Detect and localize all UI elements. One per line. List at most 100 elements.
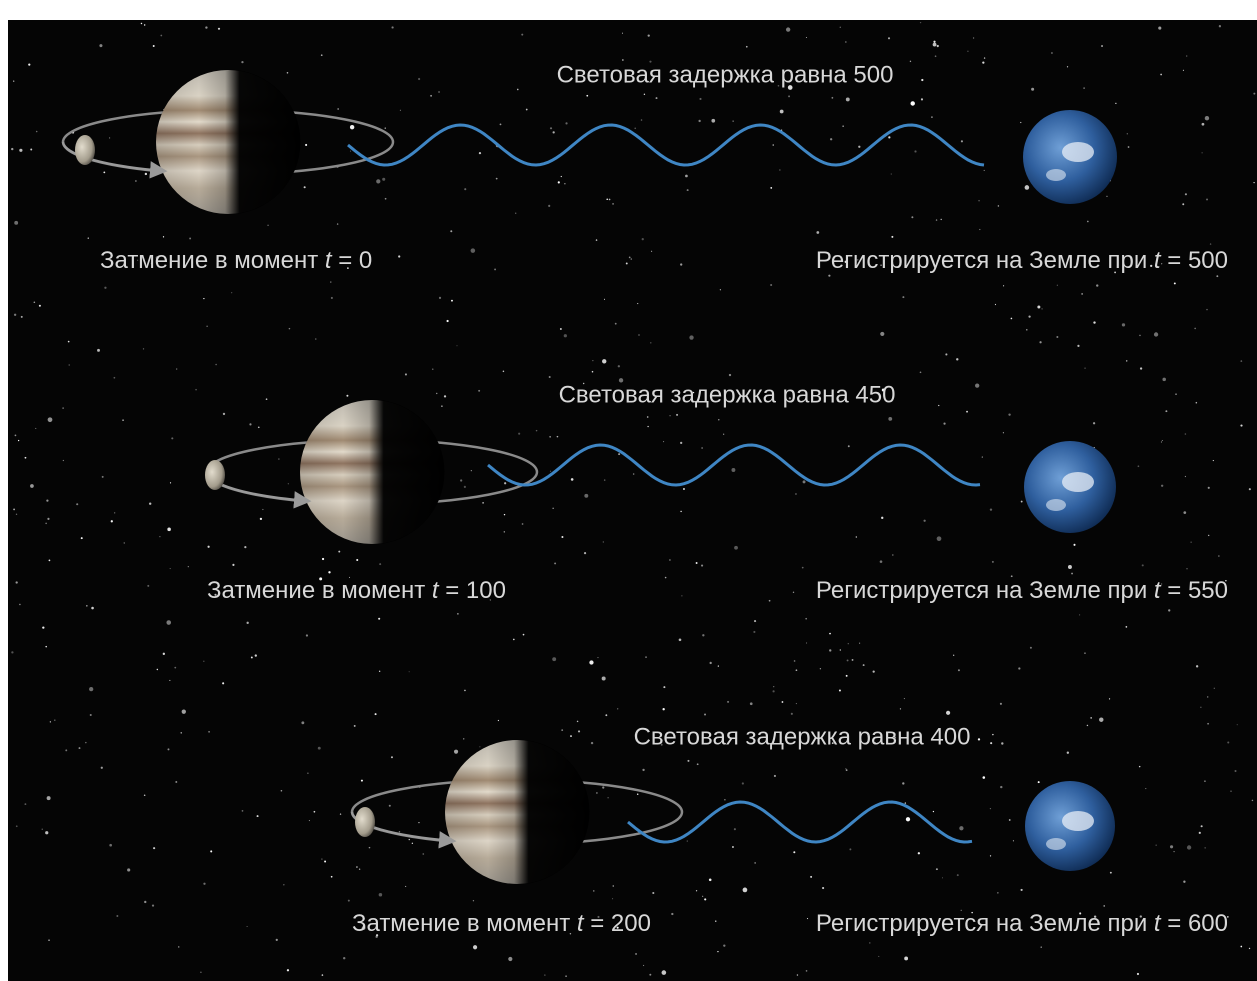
star	[48, 417, 53, 422]
star	[159, 536, 160, 537]
star	[596, 792, 597, 793]
star	[330, 281, 331, 282]
star	[206, 326, 207, 327]
registered-label-prefix: Регистрируется на Земле при	[816, 577, 1147, 604]
star	[409, 839, 410, 840]
star	[1183, 881, 1185, 883]
star	[251, 657, 253, 659]
star	[641, 119, 643, 121]
star	[1138, 465, 1140, 467]
star	[247, 926, 248, 927]
star	[1162, 440, 1163, 441]
star	[1073, 544, 1075, 546]
star	[1003, 285, 1004, 286]
star	[564, 183, 565, 184]
star	[978, 200, 980, 202]
star	[550, 471, 551, 472]
star	[1084, 653, 1085, 654]
star	[891, 174, 892, 175]
star	[418, 78, 420, 80]
star	[848, 445, 850, 447]
star	[14, 221, 18, 225]
star	[720, 289, 721, 290]
star	[642, 769, 644, 771]
star	[604, 299, 605, 300]
star	[124, 542, 125, 543]
star	[378, 618, 380, 620]
star	[114, 512, 115, 513]
star	[287, 969, 289, 971]
star	[943, 423, 945, 425]
star	[1216, 275, 1218, 277]
star	[42, 626, 44, 628]
star	[617, 708, 618, 709]
star	[773, 686, 774, 687]
star	[615, 323, 617, 325]
star	[905, 802, 906, 803]
star	[1249, 488, 1251, 490]
star	[340, 813, 341, 814]
star	[828, 275, 830, 277]
star	[244, 546, 246, 548]
star	[203, 883, 205, 885]
star	[99, 44, 102, 47]
star	[1207, 723, 1209, 725]
eclipse-label-variable: t	[325, 247, 333, 274]
star	[612, 898, 613, 899]
star	[589, 660, 593, 664]
star	[1154, 332, 1158, 336]
star	[734, 828, 736, 830]
star	[1109, 698, 1110, 699]
star	[104, 287, 106, 289]
star	[696, 890, 697, 891]
star	[149, 503, 151, 505]
star	[718, 419, 719, 420]
star	[561, 536, 563, 538]
star	[630, 258, 632, 260]
star	[400, 110, 401, 111]
star	[558, 181, 560, 183]
star	[842, 125, 843, 126]
star	[1145, 788, 1146, 789]
star	[418, 822, 419, 823]
star	[936, 868, 938, 870]
delay-label: Световая задержка равна 500	[557, 61, 894, 88]
star	[1170, 845, 1173, 848]
star	[729, 374, 731, 376]
star	[920, 22, 921, 23]
star	[111, 520, 113, 522]
star	[454, 750, 458, 754]
star	[1025, 185, 1030, 190]
star	[920, 371, 922, 373]
star	[727, 701, 729, 703]
star	[62, 407, 63, 408]
star	[405, 373, 407, 375]
star	[1099, 718, 1103, 722]
star	[1139, 335, 1141, 337]
star	[188, 566, 189, 567]
star	[807, 918, 808, 919]
star	[409, 671, 410, 672]
star	[829, 633, 831, 635]
registered-label-variable: t	[1154, 910, 1162, 937]
star	[1208, 535, 1209, 536]
star	[522, 523, 524, 525]
star	[914, 150, 916, 152]
registered-label-value: = 600	[1167, 910, 1228, 937]
star	[704, 714, 706, 716]
star	[648, 34, 650, 36]
star	[11, 651, 13, 653]
star	[47, 518, 49, 520]
star	[584, 494, 588, 498]
registered-label-prefix: Регистрируется на Земле при	[816, 247, 1147, 274]
star	[829, 649, 831, 651]
star	[982, 456, 983, 457]
star	[473, 900, 474, 901]
star	[1126, 360, 1127, 361]
star	[663, 686, 665, 688]
star	[931, 116, 932, 117]
eclipse-label-prefix: Затмение в момент	[352, 910, 570, 937]
star	[1186, 568, 1187, 569]
star	[436, 393, 437, 394]
star	[940, 219, 941, 220]
